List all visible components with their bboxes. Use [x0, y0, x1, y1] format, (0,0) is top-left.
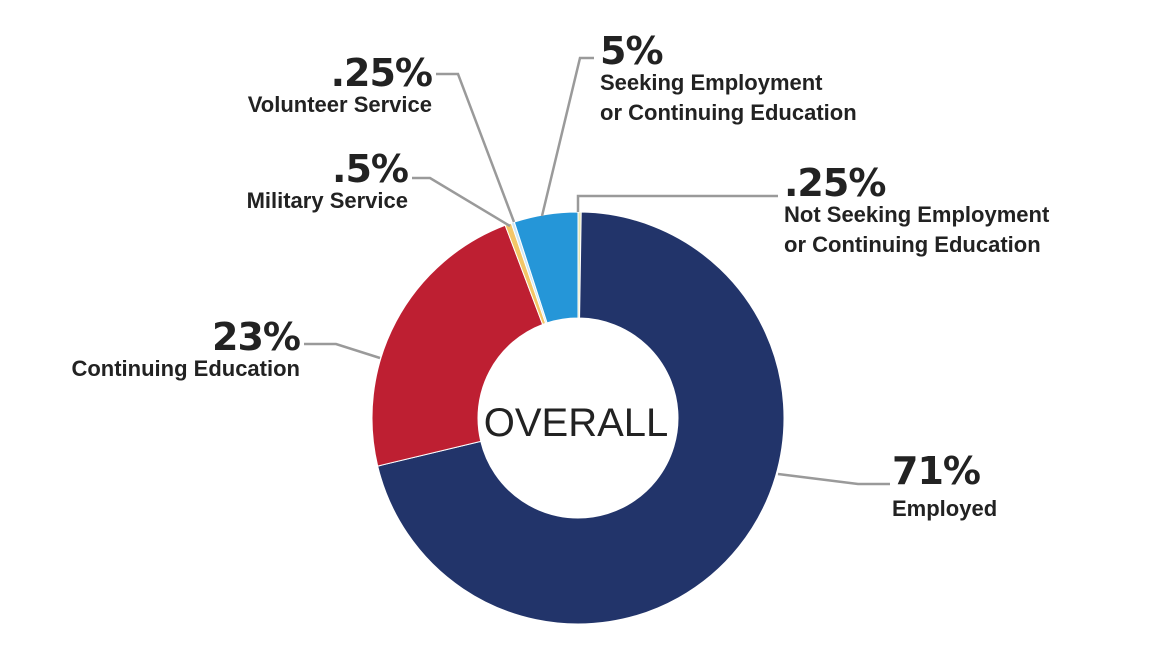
slice-label-employed: Employed [892, 496, 997, 521]
slice-value-employed: 71% [892, 449, 980, 493]
slice-label-volunteer-service: Volunteer Service [248, 92, 432, 117]
slice-label-seeking-employment-line1: Seeking Employment [600, 70, 823, 95]
center-label: OVERALL [484, 401, 669, 445]
slice-label-not-seeking-employment-line2: or Continuing Education [784, 232, 1041, 257]
slice-value-continuing-education: 23% [212, 315, 300, 359]
leader-line-seeking-employment [540, 56, 594, 217]
slice-value-volunteer-service: .25% [331, 51, 432, 95]
leader-line-military-service [412, 176, 511, 228]
leader-line-not-seeking-employment [576, 194, 778, 212]
slice-value-seeking-employment: 5% [600, 29, 663, 73]
leader-line-continuing-education [304, 342, 381, 360]
leader-line-volunteer-service [436, 72, 516, 223]
leader-line-employed [777, 472, 890, 486]
donut-slices [371, 211, 785, 625]
slice-label-continuing-education: Continuing Education [71, 356, 300, 381]
slice-label-not-seeking-employment-line1: Not Seeking Employment [784, 202, 1050, 227]
slice-value-military-service: .5% [332, 147, 408, 191]
slice-label-seeking-employment-line2: or Continuing Education [600, 100, 857, 125]
slice-employed [377, 211, 785, 625]
slice-value-not-seeking-employment: .25% [784, 161, 885, 205]
slice-continuing-education [371, 224, 544, 467]
slice-label-military-service: Military Service [247, 188, 408, 213]
